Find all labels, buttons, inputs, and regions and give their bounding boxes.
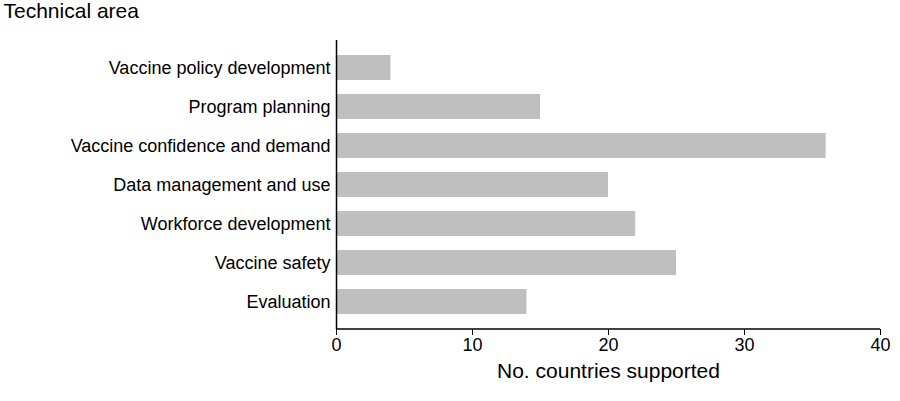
svg-text:No. countries supported: No. countries supported	[497, 359, 720, 382]
svg-text:Evaluation: Evaluation	[246, 292, 330, 312]
svg-text:20: 20	[598, 335, 618, 355]
svg-text:Data management and use: Data management and use	[113, 175, 330, 195]
svg-text:Technical area: Technical area	[4, 0, 140, 22]
svg-text:Vaccine confidence and demand: Vaccine confidence and demand	[71, 136, 331, 156]
svg-text:30: 30	[734, 335, 754, 355]
svg-text:40: 40	[870, 335, 890, 355]
svg-text:0: 0	[331, 335, 341, 355]
svg-text:Program planning: Program planning	[188, 97, 330, 117]
svg-text:Vaccine safety: Vaccine safety	[215, 253, 331, 273]
svg-text:Workforce development: Workforce development	[141, 214, 331, 234]
svg-text:10: 10	[462, 335, 482, 355]
svg-text:Vaccine policy development: Vaccine policy development	[109, 58, 331, 78]
